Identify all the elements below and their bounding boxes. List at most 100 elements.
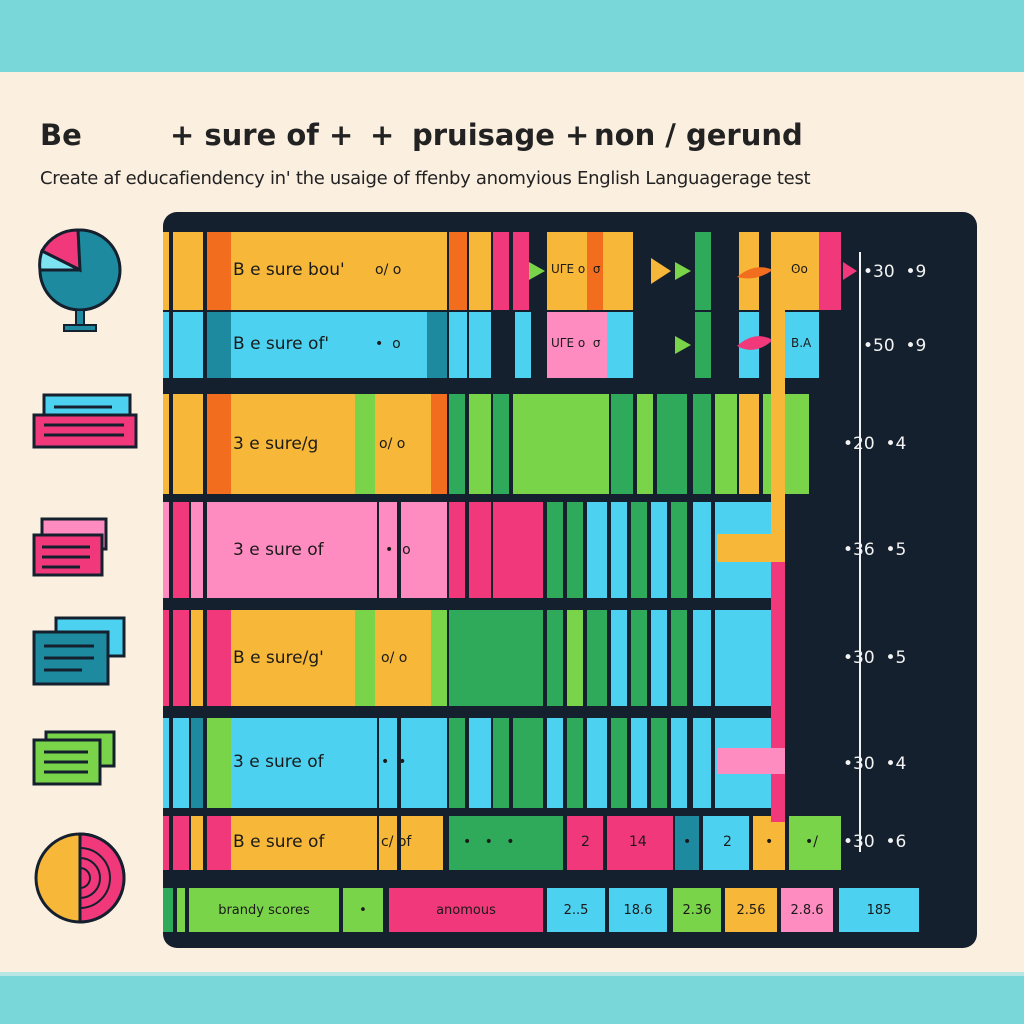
row-stripe	[695, 312, 711, 378]
row-stripe	[191, 718, 203, 808]
row-cell-text: 2	[581, 834, 590, 850]
row-stripe	[611, 502, 627, 598]
row-stripe	[513, 718, 543, 808]
row-cell	[783, 312, 819, 378]
row-stripe	[611, 394, 633, 494]
row-cell-text: •	[765, 834, 774, 850]
row-cell-text: 14	[629, 834, 647, 850]
row-cell-text: • • •	[463, 834, 515, 850]
pink-card-icon	[32, 517, 108, 577]
row-cell	[231, 232, 447, 310]
row-cell	[703, 816, 749, 870]
row-cell	[547, 312, 607, 378]
row-stripe	[631, 610, 647, 706]
row-stripe	[469, 718, 491, 808]
row-stripe	[611, 718, 627, 808]
stacked-cards-icon	[32, 393, 138, 449]
bottom-band-line	[0, 972, 1024, 976]
row-stripe	[693, 610, 711, 706]
row-stripe	[819, 232, 841, 310]
row-value: •36 •5	[843, 540, 907, 560]
row-cell	[513, 394, 609, 494]
row-stripe	[355, 610, 375, 706]
row-stripe	[173, 502, 189, 598]
row-cell	[789, 816, 841, 870]
row-cell	[783, 232, 819, 310]
row-stripe	[379, 816, 397, 870]
row-cell	[375, 610, 431, 706]
title-part-sure-of: + sure of +	[170, 118, 354, 152]
row-cell	[231, 610, 355, 706]
row-stripe	[207, 718, 231, 808]
row-glyph: o/ o	[379, 436, 406, 452]
row-cell	[607, 816, 673, 870]
row-value: •30 •4	[843, 754, 907, 774]
row-stripe	[715, 394, 737, 494]
row-stripe	[567, 610, 583, 706]
row-label: 3 e sure of	[233, 752, 324, 772]
row-stripe	[163, 232, 169, 310]
row-glyph: o/ o	[375, 262, 402, 278]
row-stripe	[449, 502, 465, 598]
row-mid: UΓE o σ	[551, 336, 601, 350]
row-stripe	[207, 610, 231, 706]
row-stripe	[493, 394, 509, 494]
row-stripe	[173, 394, 203, 494]
row-cell	[401, 816, 443, 870]
row-cell	[567, 816, 603, 870]
drop-marker-icon	[737, 267, 773, 279]
row-stripe	[651, 610, 667, 706]
divider-line	[859, 252, 861, 852]
row-stripe	[631, 502, 647, 598]
title-part-be: Be	[40, 118, 82, 152]
row-stripe	[207, 502, 231, 598]
footer-cell: 2.56	[725, 888, 777, 932]
row-cell	[449, 816, 563, 870]
row-label: B e sure of	[233, 832, 325, 852]
row-stripe	[693, 394, 711, 494]
row-stripe	[163, 718, 169, 808]
row-stripe	[567, 718, 583, 808]
row-stripe	[587, 718, 607, 808]
row-value: •50 •9	[863, 336, 927, 356]
green-card-icon	[32, 730, 116, 786]
row-stripe	[191, 502, 203, 598]
row-stripe	[431, 610, 447, 706]
row-cell	[675, 816, 699, 870]
row-cell	[449, 610, 543, 706]
arrow-right-icon	[529, 262, 545, 280]
row-cell	[375, 394, 431, 494]
row-value: •30 •5	[843, 648, 907, 668]
page-title: Be + sure of + + pruisage + non / gerund	[40, 118, 1000, 158]
row-cell-text: •/	[805, 834, 818, 850]
row-stripe	[587, 502, 607, 598]
connector-line-pink	[771, 562, 785, 822]
top-band	[0, 0, 1024, 72]
row-stripe	[207, 232, 231, 310]
footer-cell: brandy scores	[189, 888, 339, 932]
row-label: 3 e sure/g	[233, 434, 319, 454]
page-subtitle: Create af educafiendency in' the usaige …	[40, 168, 811, 189]
row-cell	[401, 502, 447, 598]
row-stripe	[449, 718, 465, 808]
row-stripe	[469, 394, 491, 494]
arrow-right-icon	[675, 336, 691, 354]
row-value: •30 •9	[863, 262, 927, 282]
row-stripe	[449, 232, 467, 310]
row-stripe	[163, 816, 169, 870]
footer-cell: 2.8.6	[781, 888, 833, 932]
row-stripe	[567, 502, 583, 598]
drop-marker-icon	[737, 336, 773, 350]
title-part-plus: +	[370, 118, 395, 152]
row-stripe	[449, 312, 467, 378]
footer-cell: anomous	[389, 888, 543, 932]
arrow-right-icon	[675, 262, 691, 280]
title-part-gerund: non / gerund	[594, 118, 803, 152]
row-cell	[763, 394, 809, 494]
footer-cell: 18.6	[609, 888, 667, 932]
row-stripe	[173, 816, 189, 870]
row-glyph: • •	[381, 754, 407, 770]
row-stripe	[207, 394, 231, 494]
row-end: ʘo	[791, 262, 808, 276]
row-stripe	[693, 502, 711, 598]
